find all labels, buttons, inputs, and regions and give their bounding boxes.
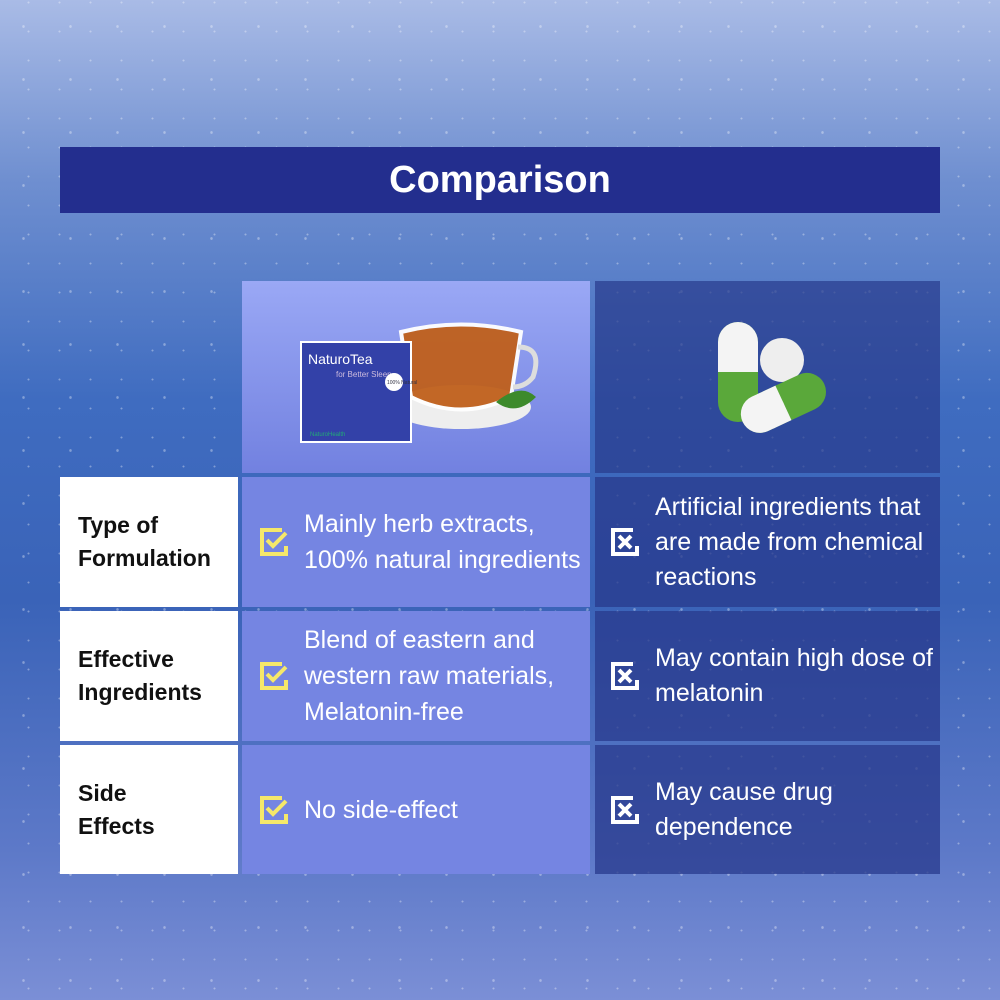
pills-formulation-text: Artificial ingredients that are made fro… — [655, 492, 924, 591]
pills-side-effects: May cause drug dependence — [595, 745, 940, 874]
x-box-icon — [611, 528, 639, 556]
tea-side-effects: No side-effect — [242, 745, 590, 874]
check-icon — [260, 662, 288, 690]
page-title: Comparison — [60, 147, 940, 213]
tea-badge: 100% Natural — [387, 380, 417, 386]
row-label-ingredients: Effective Ingredients — [60, 611, 238, 741]
tea-brand: NaturoTea — [308, 351, 373, 367]
pills-product-image — [595, 281, 940, 473]
pills-ingredients: May contain high dose of melatonin — [595, 611, 940, 741]
tea-ingredients-text: Blend of eastern and western raw materia… — [304, 626, 555, 726]
check-icon — [260, 528, 288, 556]
tea-ingredients: Blend of eastern and western raw materia… — [242, 611, 590, 741]
x-box-icon — [611, 662, 639, 690]
row-label-side-effects: Side Effects — [60, 745, 238, 874]
tea-formulation-text: Mainly herb extracts, 100% natural ingre… — [304, 510, 581, 574]
pills-formulation: Artificial ingredients that are made fro… — [595, 477, 940, 607]
tea-product-image: NaturoTea for Better Sleep 100% Natural … — [242, 281, 590, 473]
tea-side-effects-text: No side-effect — [304, 795, 458, 824]
tea-tagline: for Better Sleep — [336, 370, 392, 379]
row-label-formulation: Type of Formulation — [60, 477, 238, 607]
pills-side-effects-text: May cause drug dependence — [655, 777, 833, 841]
check-icon — [260, 795, 288, 824]
tea-maker: NaturoHealth — [310, 432, 345, 438]
x-box-icon — [611, 795, 639, 824]
tea-formulation: Mainly herb extracts, 100% natural ingre… — [242, 477, 590, 607]
pills-ingredients-text: May contain high dose of melatonin — [655, 644, 933, 707]
